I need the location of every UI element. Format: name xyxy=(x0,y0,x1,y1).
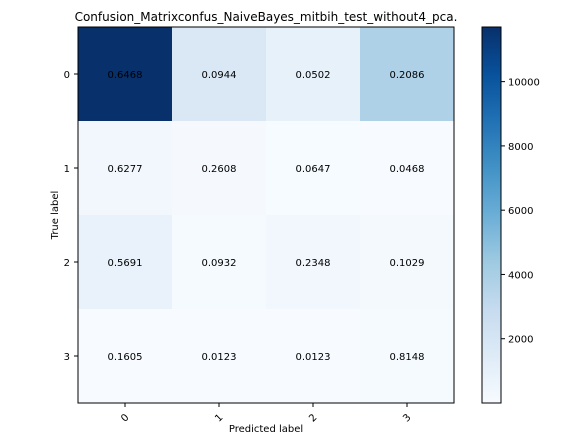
cell-value-label: 0.0123 xyxy=(296,352,331,363)
heatmap-cell xyxy=(172,27,267,122)
heatmap-cells xyxy=(78,27,455,404)
heatmap-cell xyxy=(266,121,361,216)
y-tick-label: 3 xyxy=(64,352,70,363)
cell-value-label: 0.0502 xyxy=(296,70,331,81)
cell-value-label: 0.1605 xyxy=(108,352,143,363)
colorbar-tick-label: 2000 xyxy=(508,335,533,346)
cell-value-label: 0.6277 xyxy=(108,164,143,175)
colorbar-tick-label: 4000 xyxy=(508,270,533,281)
heatmap-cell xyxy=(172,121,267,216)
colorbar-tick-label: 8000 xyxy=(508,142,533,153)
heatmap-cell-labels: 0.6468 0.0944 0.0502 0.2086 0.6277 0.2608 0.06… xyxy=(108,70,425,363)
cell-value-label: 0.0123 xyxy=(202,352,237,363)
heatmap-cell xyxy=(266,309,361,404)
heatmap-cell xyxy=(360,27,455,122)
cell-value-label: 0.8148 xyxy=(390,352,425,363)
y-tick-label: 2 xyxy=(64,258,70,269)
heatmap-cell xyxy=(266,27,361,122)
cell-value-label: 0.0944 xyxy=(202,70,237,81)
cell-value-label: 0.6468 xyxy=(108,70,143,81)
cell-value-label: 0.0932 xyxy=(202,258,237,269)
colorbar-tick-label: 10000 xyxy=(508,78,540,89)
heatmap-cell xyxy=(360,215,455,310)
colorbar-tick-label: 6000 xyxy=(508,206,533,217)
chart-title: Confusion_Matrixconfus_NaiveBayes_mitbih… xyxy=(75,10,458,24)
cell-value-label: 0.2608 xyxy=(202,164,237,175)
y-tick-label: 1 xyxy=(64,164,70,175)
heatmap-cell xyxy=(360,121,455,216)
heatmap-cell xyxy=(78,215,173,310)
heatmap-cell xyxy=(172,309,267,404)
colorbar-ticks: 2000 4000 6000 8000 10000 xyxy=(501,78,540,346)
x-axis-ticks: 0 1 2 3 xyxy=(119,403,413,424)
colorbar xyxy=(481,26,502,404)
heatmap-cell xyxy=(360,309,455,404)
plot-frame xyxy=(77,26,455,404)
cell-value-label: 0.0468 xyxy=(390,164,425,175)
cell-value-label: 0.2348 xyxy=(296,258,331,269)
heatmap-cell xyxy=(78,121,173,216)
heatmap-cell xyxy=(172,215,267,310)
x-axis-label: Predicted label xyxy=(229,424,303,432)
heatmap-cell xyxy=(78,309,173,404)
cell-value-label: 0.5691 xyxy=(108,258,143,269)
cell-value-label: 0.2086 xyxy=(390,70,425,81)
heatmap-cell xyxy=(266,215,361,310)
y-axis-ticks: 0 1 2 3 xyxy=(64,70,78,363)
x-tick-label: 0 xyxy=(119,412,131,424)
cell-value-label: 0.1029 xyxy=(390,258,425,269)
y-tick-label: 0 xyxy=(64,70,70,81)
x-tick-label: 3 xyxy=(401,412,413,424)
cell-value-label: 0.0647 xyxy=(296,164,331,175)
x-tick-label: 2 xyxy=(307,412,319,424)
y-axis-label: True label xyxy=(50,191,61,241)
heatmap-cell xyxy=(78,27,173,122)
x-tick-label: 1 xyxy=(213,412,225,424)
